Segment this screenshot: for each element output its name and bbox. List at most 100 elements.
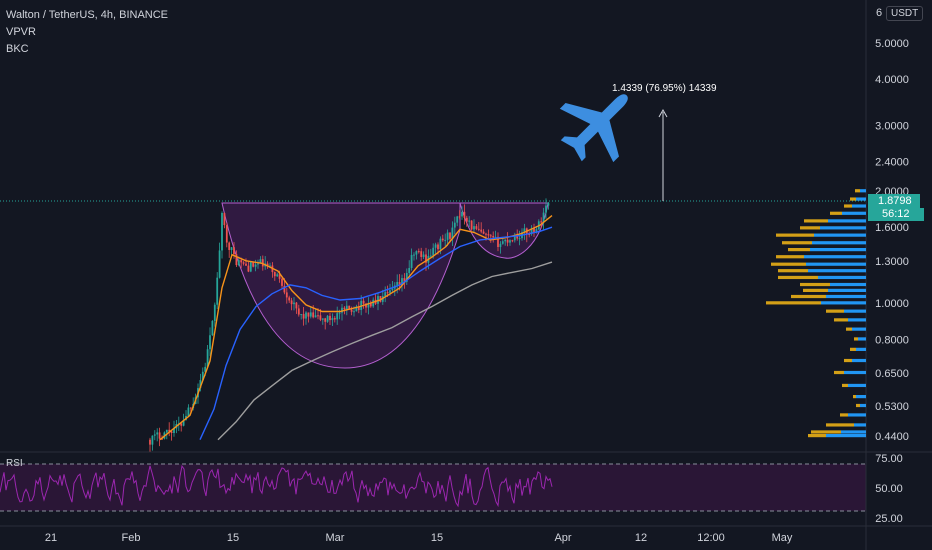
volume-bar-down — [800, 282, 830, 287]
rsi-label[interactable]: RSI — [6, 458, 23, 469]
candle-body — [209, 335, 211, 350]
candle-body — [369, 303, 372, 307]
candle-body — [343, 307, 346, 310]
time-tick: 21 — [45, 532, 57, 544]
candle-body — [221, 213, 223, 251]
candle-body — [201, 371, 204, 381]
volume-bar-down — [850, 197, 856, 201]
volume-bar-up — [820, 226, 866, 230]
candle-body — [487, 234, 490, 236]
candle-body — [504, 239, 507, 242]
candle-body — [410, 254, 413, 268]
time-tick: 15 — [431, 532, 443, 544]
candle-body — [213, 304, 216, 321]
candle-body — [204, 366, 207, 372]
candle-body — [432, 247, 435, 256]
candle-body — [415, 251, 418, 255]
time-tick: Mar — [326, 532, 345, 544]
candle-body — [513, 236, 516, 241]
volume-bar-down — [782, 241, 812, 245]
symbol-title[interactable]: Walton / TetherUS, 4h, BINANCE — [6, 9, 169, 21]
candle-body — [439, 238, 442, 250]
volume-bar-up — [848, 383, 866, 388]
candle-body — [451, 227, 454, 239]
volume-bar-up — [804, 255, 866, 259]
volume-bar-down — [850, 347, 856, 351]
candle-body — [425, 254, 427, 263]
volume-bar-up — [810, 247, 866, 252]
volume-bar-up — [806, 262, 866, 266]
ema-slow-line — [217, 261, 553, 441]
candle-body — [461, 211, 463, 217]
candle-body — [182, 420, 185, 426]
candle-body — [257, 263, 259, 265]
candle-body — [511, 240, 514, 242]
volume-bar-down — [854, 337, 858, 341]
current-price-badge: 1.8798 — [868, 194, 920, 208]
candle-body — [545, 205, 547, 213]
volume-bar-down — [803, 288, 828, 293]
candle-body — [444, 239, 447, 241]
candle-body — [535, 229, 538, 233]
volume-bar-down — [791, 294, 826, 299]
price-tick: 1.0000 — [875, 298, 909, 310]
candle-body — [309, 312, 312, 317]
candle-body — [494, 236, 497, 238]
volume-bar-down — [834, 318, 848, 322]
candle-body — [470, 220, 473, 230]
candle-body — [333, 318, 336, 320]
volume-bar-down — [846, 327, 852, 331]
candle-body — [475, 226, 478, 229]
candle-body — [341, 307, 343, 313]
candle-body — [523, 228, 526, 233]
candle-body — [247, 265, 250, 272]
candle-body — [441, 238, 444, 241]
volume-bar-up — [808, 269, 866, 273]
price-tick: 4.0000 — [875, 74, 909, 86]
candle-body — [437, 244, 439, 250]
price-tick: 0.6500 — [875, 368, 909, 380]
time-axis[interactable]: 21 Feb 15 Mar 15 Apr 12 12:00 May — [45, 532, 793, 544]
indicator-vpvr[interactable]: VPVR — [6, 26, 36, 38]
price-tick: 0.5300 — [875, 401, 909, 413]
candle-body — [345, 305, 348, 310]
candle-body — [168, 429, 171, 432]
candle-body — [547, 202, 550, 206]
candle-body — [422, 254, 425, 257]
candle-body — [509, 240, 511, 243]
volume-bar-up — [818, 275, 866, 280]
candle-body — [449, 232, 451, 239]
candle-body — [367, 303, 370, 308]
candle-body — [307, 312, 310, 317]
volume-bar-down — [778, 269, 808, 273]
candle-body — [429, 255, 432, 257]
candle-body — [249, 262, 252, 272]
volume-bar-down — [811, 430, 841, 434]
candle-body — [482, 231, 485, 234]
volume-bar-down — [776, 233, 814, 237]
rsi-axis: 75.00 50.00 25.00 — [875, 453, 903, 525]
candle-body — [237, 260, 240, 266]
candle-body — [235, 254, 238, 266]
candle-body — [245, 263, 247, 266]
candle-body — [156, 432, 159, 435]
candle-body — [403, 278, 406, 282]
candle-body — [473, 226, 475, 230]
candle-body — [273, 272, 276, 277]
candle-body — [391, 288, 394, 291]
volume-bar-down — [853, 395, 856, 399]
indicator-bkc[interactable]: BKC — [6, 43, 29, 55]
volume-bar-up — [814, 233, 866, 237]
volume-profile — [766, 189, 866, 438]
time-tick: Feb — [122, 532, 141, 544]
candle-body — [348, 305, 351, 310]
price-tick: 0.8000 — [875, 334, 909, 346]
price-tick: 1.6000 — [875, 222, 909, 234]
volume-bar-up — [854, 423, 866, 427]
currency-button[interactable]: USDT — [886, 6, 924, 21]
candle-body — [530, 228, 533, 235]
candle-body — [465, 217, 468, 222]
volume-bar-down — [800, 226, 820, 230]
candle-body — [187, 407, 190, 416]
